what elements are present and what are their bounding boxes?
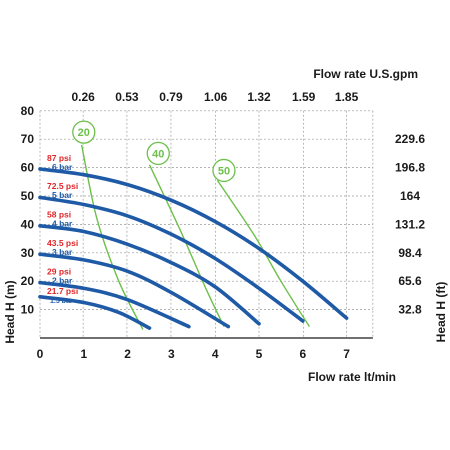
x-tick-label: 0 bbox=[37, 347, 44, 361]
y-tick-label: 40 bbox=[21, 217, 35, 231]
x-tick-label: 5 bbox=[256, 347, 263, 361]
pressure-curve-2-bar bbox=[38, 280, 191, 329]
pressure-curves bbox=[38, 167, 349, 330]
pressure-curve-6-bar bbox=[38, 167, 349, 320]
psi-label: 58 psi bbox=[47, 210, 71, 220]
air-label-40: 40 bbox=[152, 148, 164, 160]
air-curve-40 bbox=[148, 164, 225, 327]
right-tick-label: 229.6 bbox=[395, 132, 425, 146]
air-consumption-curves: 20 40 50 bbox=[72, 120, 310, 330]
pressure-curve-1.5-bar bbox=[38, 295, 152, 330]
right-tick-label: 32.8 bbox=[398, 303, 422, 317]
top-tick-label: 1.59 bbox=[292, 90, 316, 104]
y-tick-label: 30 bbox=[21, 246, 35, 260]
y-tick-label: 20 bbox=[21, 274, 35, 288]
air-circle-50 bbox=[212, 158, 236, 183]
top-tick-label: 1.32 bbox=[247, 90, 271, 104]
x-tick-label: 2 bbox=[124, 347, 131, 361]
psi-label: 87 psi bbox=[47, 153, 71, 163]
psi-label: 43.5 psi bbox=[47, 238, 78, 248]
psi-label: 72.5 psi bbox=[47, 181, 78, 191]
right-tick-label: 98.4 bbox=[398, 246, 422, 260]
pressure-curve-3-bar bbox=[38, 252, 231, 329]
top-axis-title: Flow rate U.S.gpm bbox=[313, 67, 418, 81]
top-tick-label: 1.06 bbox=[204, 90, 228, 104]
bar-label: 5 bar bbox=[52, 190, 73, 200]
bar-label: 1.5 bar bbox=[50, 298, 73, 305]
bar-label: 3 bar bbox=[52, 247, 73, 257]
gridlines bbox=[39, 110, 374, 338]
air-circle-20 bbox=[72, 120, 96, 144]
bar-label: 2 bar bbox=[52, 275, 73, 285]
y-tick-label: 70 bbox=[21, 132, 35, 146]
y-tick-label: 60 bbox=[21, 161, 35, 175]
psi-label: 29 psi bbox=[47, 266, 71, 276]
y-tick-label: 10 bbox=[21, 303, 35, 317]
air-circle-40 bbox=[146, 141, 170, 166]
top-tick-label: 1.85 bbox=[335, 90, 359, 104]
psi-label: 21.7 psi bbox=[47, 286, 78, 296]
air-curve-50 bbox=[216, 180, 310, 327]
tick-labels: 0 1 2 3 4 5 6 7 10 20 30 40 50 60 70 80 0.26 0.53 0.79 1.06… bbox=[21, 90, 426, 361]
bar-label: 6 bar bbox=[52, 162, 73, 172]
x-tick-label: 1 bbox=[80, 347, 87, 361]
bar-label: 4 bar bbox=[52, 219, 73, 229]
pressure-curve-4-bar bbox=[38, 224, 261, 326]
pressure-curve-5-bar bbox=[38, 195, 305, 323]
top-tick-label: 0.26 bbox=[71, 90, 95, 104]
right-tick-label: 196.8 bbox=[395, 161, 425, 175]
right-tick-label: 164 bbox=[400, 189, 420, 203]
x-tick-label: 6 bbox=[299, 347, 306, 361]
y-tick-label: 80 bbox=[21, 104, 35, 118]
right-tick-label: 65.6 bbox=[398, 274, 422, 288]
y-tick-label: 50 bbox=[21, 189, 35, 203]
left-axis-title: Head H (m) bbox=[3, 280, 17, 343]
right-tick-label: 131.2 bbox=[395, 217, 425, 231]
bottom-axis-title: Flow rate lt/min bbox=[308, 370, 396, 384]
x-tick-label: 4 bbox=[212, 347, 219, 361]
air-label-50: 50 bbox=[218, 165, 230, 177]
x-tick-label: 3 bbox=[168, 347, 175, 361]
top-tick-label: 0.53 bbox=[115, 90, 139, 104]
air-label-20: 20 bbox=[78, 127, 90, 139]
right-axis-title: Head H (ft) bbox=[434, 282, 448, 343]
top-tick-label: 0.79 bbox=[159, 90, 183, 104]
x-tick-label: 7 bbox=[343, 347, 350, 361]
